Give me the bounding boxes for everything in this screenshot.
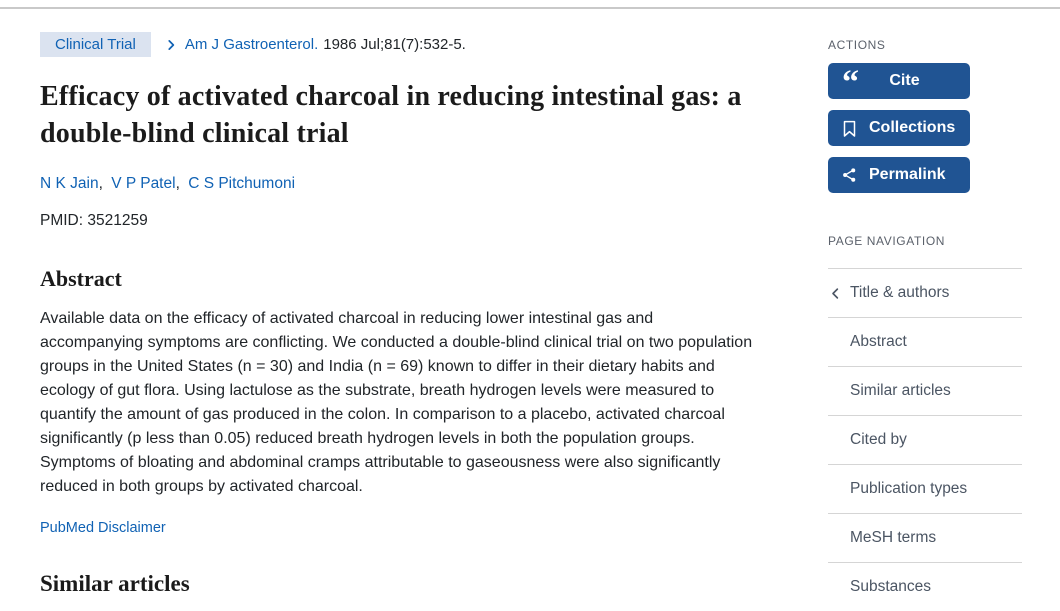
author-list: N K Jain, V P Patel, C S Pitchumoni xyxy=(40,175,758,193)
quote-icon: “ xyxy=(842,64,859,101)
nav-item-label: Similar articles xyxy=(850,382,951,399)
page-navigation-label: PAGE NAVIGATION xyxy=(828,234,946,248)
chevron-right-icon xyxy=(164,38,178,52)
chevron-left-icon xyxy=(828,286,843,306)
pmid-label: PMID: xyxy=(40,212,88,229)
pubmed-disclaimer-link[interactable]: PubMed Disclaimer xyxy=(40,520,166,536)
share-icon xyxy=(842,167,857,183)
breadcrumb: Clinical Trial Am J Gastroenterol. 1986 … xyxy=(40,32,758,57)
bookmark-icon xyxy=(842,120,857,137)
nav-item-title-authors[interactable]: Title & authors xyxy=(828,268,1022,317)
nav-item-label: Abstract xyxy=(850,333,907,350)
permalink-button[interactable]: Permalink xyxy=(828,157,970,193)
nav-item-cited-by[interactable]: Cited by xyxy=(828,415,1022,464)
author-link[interactable]: V P Patel xyxy=(111,175,176,192)
permalink-button-label: Permalink xyxy=(869,166,946,183)
publication-type-badge[interactable]: Clinical Trial xyxy=(40,32,151,57)
journal-link[interactable]: Am J Gastroenterol. xyxy=(184,36,319,53)
nav-item-label: Publication types xyxy=(850,480,968,497)
cite-button-label: Cite xyxy=(889,72,920,89)
abstract-heading: Abstract xyxy=(40,266,122,291)
sidebar: ACTIONS “ Cite Collections Permalink PAG… xyxy=(828,9,1022,611)
nav-item-similar-articles[interactable]: Similar articles xyxy=(828,366,1022,415)
pmid-row: PMID: 3521259 xyxy=(40,212,758,230)
nav-item-publication-types[interactable]: Publication types xyxy=(828,464,1022,513)
nav-item-label: Substances xyxy=(850,578,931,595)
nav-item-substances[interactable]: Substances xyxy=(828,562,1022,611)
collections-button-label: Collections xyxy=(869,119,956,136)
nav-item-mesh-terms[interactable]: MeSH terms xyxy=(828,513,1022,562)
article-title: Efficacy of activated charcoal in reduci… xyxy=(40,81,742,149)
pmid-value: 3521259 xyxy=(87,212,148,229)
nav-item-label: MeSH terms xyxy=(850,529,937,546)
author-link[interactable]: N K Jain xyxy=(40,175,99,192)
nav-item-abstract[interactable]: Abstract xyxy=(828,317,1022,366)
page-navigation-list: Title & authors Abstract Similar article… xyxy=(828,268,1022,611)
citation-text: 1986 Jul;81(7):532-5. xyxy=(323,36,466,53)
actions-label: ACTIONS xyxy=(828,38,886,52)
author-separator: , xyxy=(175,175,180,192)
author-link[interactable]: C S Pitchumoni xyxy=(188,175,296,192)
similar-articles-heading: Similar articles xyxy=(40,571,190,596)
author-separator: , xyxy=(98,175,103,192)
cite-button[interactable]: “ Cite xyxy=(828,63,970,101)
nav-item-label: Cited by xyxy=(850,431,907,448)
nav-item-label: Title & authors xyxy=(850,284,950,301)
abstract-text: Available data on the efficacy of activa… xyxy=(40,310,753,495)
top-divider xyxy=(0,0,1060,9)
collections-button[interactable]: Collections xyxy=(828,110,970,146)
article-main-column: Clinical Trial Am J Gastroenterol. 1986 … xyxy=(40,9,758,611)
